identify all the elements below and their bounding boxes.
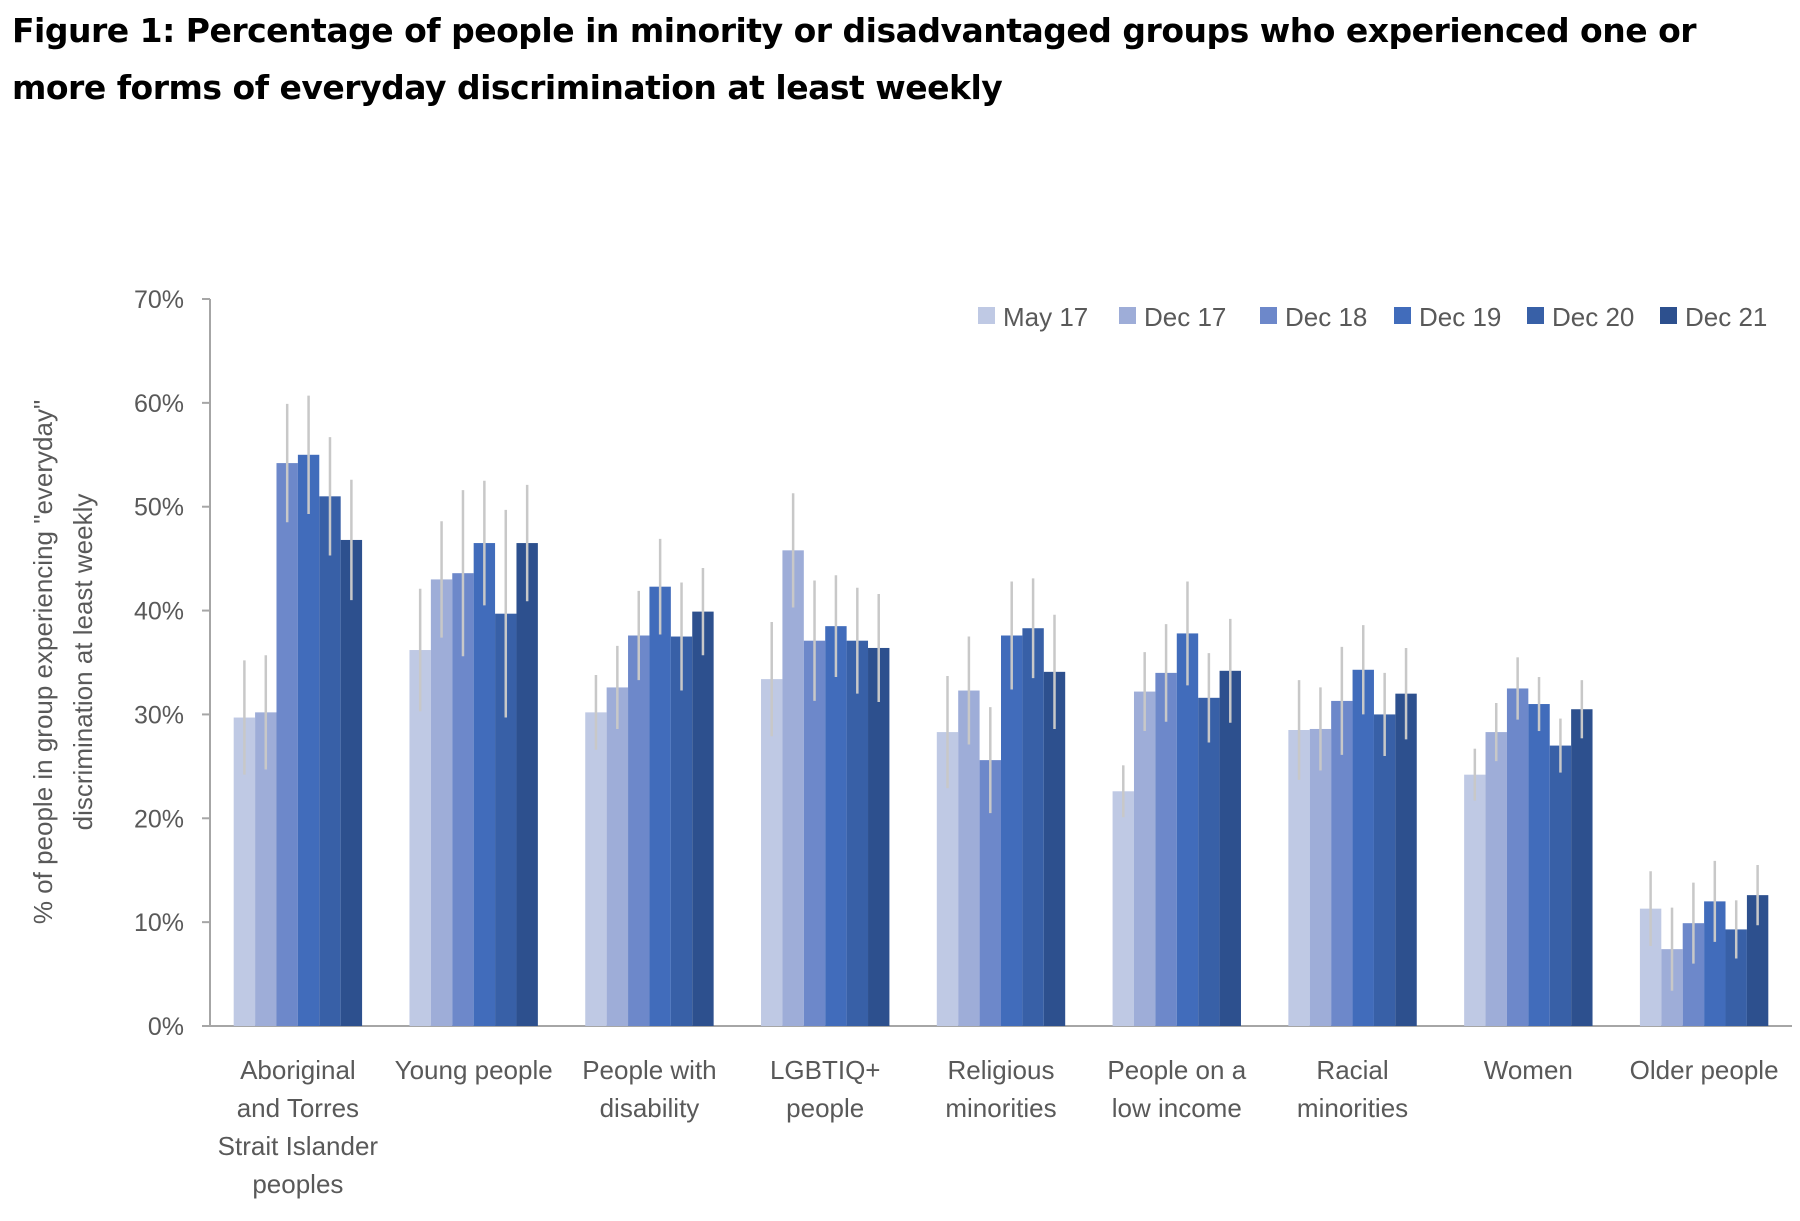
x-tick-label: Racial — [1316, 1055, 1388, 1085]
bar — [585, 712, 607, 1026]
chart-title: Figure 1: Percentage of people in minori… — [12, 11, 1697, 107]
bar — [255, 712, 277, 1026]
x-tick-label: peoples — [252, 1169, 343, 1199]
bar — [761, 679, 783, 1026]
bar — [1639, 908, 1662, 1026]
bar — [516, 543, 538, 1026]
bar — [1682, 923, 1705, 1026]
y-tick-label: 0% — [148, 1013, 184, 1041]
bar — [1352, 669, 1374, 1026]
legend-swatch — [1660, 307, 1677, 324]
bar — [430, 579, 453, 1026]
x-tick-label: LGBTIQ+ — [770, 1055, 881, 1085]
bar — [409, 650, 431, 1026]
bar — [692, 611, 714, 1026]
legend-label: Dec 21 — [1685, 302, 1767, 332]
y-tick-label: 40% — [134, 598, 184, 626]
x-tick-label: minorities — [1297, 1093, 1408, 1123]
y-tick-label: 50% — [134, 494, 184, 522]
bar — [1288, 730, 1310, 1026]
x-tick-label: Aboriginal — [240, 1055, 356, 1085]
bar — [1133, 691, 1156, 1026]
bar — [1528, 704, 1550, 1026]
legend-label: Dec 20 — [1552, 302, 1634, 332]
bar — [473, 543, 496, 1026]
x-tick-label: disability — [600, 1093, 700, 1123]
legend-swatch — [1260, 307, 1277, 324]
bar — [319, 496, 341, 1026]
bar — [1331, 700, 1353, 1026]
legend-label: Dec 18 — [1285, 302, 1367, 332]
x-tick-label: People on a — [1107, 1055, 1246, 1085]
bar — [495, 613, 517, 1026]
bar — [958, 690, 980, 1026]
bar — [276, 463, 298, 1026]
bar — [649, 586, 671, 1026]
bar — [1571, 709, 1593, 1026]
bar — [936, 732, 959, 1026]
legend-label: May 17 — [1003, 302, 1088, 332]
bar — [233, 717, 256, 1026]
bar — [340, 539, 363, 1026]
x-tick-label: minorities — [945, 1093, 1056, 1123]
y-tick-label: 60% — [134, 390, 184, 418]
legend-swatch — [1119, 307, 1136, 324]
bar — [1043, 671, 1066, 1026]
bar — [606, 687, 629, 1026]
y-tick-label: 30% — [134, 701, 184, 729]
y-tick-label: 10% — [134, 909, 184, 937]
bar — [1725, 929, 1747, 1026]
bar — [1309, 728, 1332, 1026]
x-tick-label: People with — [582, 1055, 716, 1085]
bar — [1112, 791, 1134, 1026]
bar — [782, 550, 804, 1026]
x-tick-label: Older people — [1630, 1055, 1779, 1085]
x-tick-label: and Torres — [237, 1093, 359, 1123]
bar — [1198, 697, 1220, 1026]
y-axis-title: % of people in group experiencing "every… — [28, 400, 58, 924]
bar — [1022, 628, 1044, 1026]
x-tick-label: Strait Islander — [218, 1131, 379, 1161]
legend-label: Dec 17 — [1144, 302, 1226, 332]
legend-swatch — [978, 307, 995, 324]
y-axis-title: discrimination at least weekly — [68, 494, 98, 831]
bar — [452, 573, 474, 1026]
x-tick-label: Religious — [948, 1055, 1055, 1085]
bar — [803, 640, 826, 1026]
x-tick-label: people — [786, 1093, 864, 1123]
bar — [1155, 672, 1177, 1026]
bar — [1485, 732, 1507, 1026]
bar — [297, 454, 320, 1026]
bar — [1549, 745, 1572, 1026]
bar — [1373, 714, 1396, 1026]
bar — [868, 647, 890, 1026]
bar — [979, 760, 1001, 1026]
legend-swatch — [1394, 307, 1411, 324]
x-tick-label: Young people — [395, 1055, 553, 1085]
legend-swatch — [1527, 307, 1544, 324]
bar — [628, 635, 650, 1026]
bar — [846, 640, 869, 1026]
bar — [1001, 635, 1023, 1026]
y-tick-label: 20% — [134, 805, 184, 833]
bar — [1176, 633, 1199, 1026]
x-tick-label: low income — [1112, 1093, 1242, 1123]
y-tick-label: 70% — [134, 286, 184, 314]
bar — [1464, 774, 1486, 1026]
bar — [1395, 693, 1417, 1026]
bar — [1746, 895, 1769, 1026]
x-tick-label: Women — [1484, 1055, 1573, 1085]
bar — [1506, 688, 1529, 1026]
legend-label: Dec 19 — [1419, 302, 1501, 332]
bar — [670, 636, 693, 1026]
bar — [825, 626, 847, 1026]
bar — [1704, 901, 1726, 1026]
bar — [1219, 670, 1241, 1026]
